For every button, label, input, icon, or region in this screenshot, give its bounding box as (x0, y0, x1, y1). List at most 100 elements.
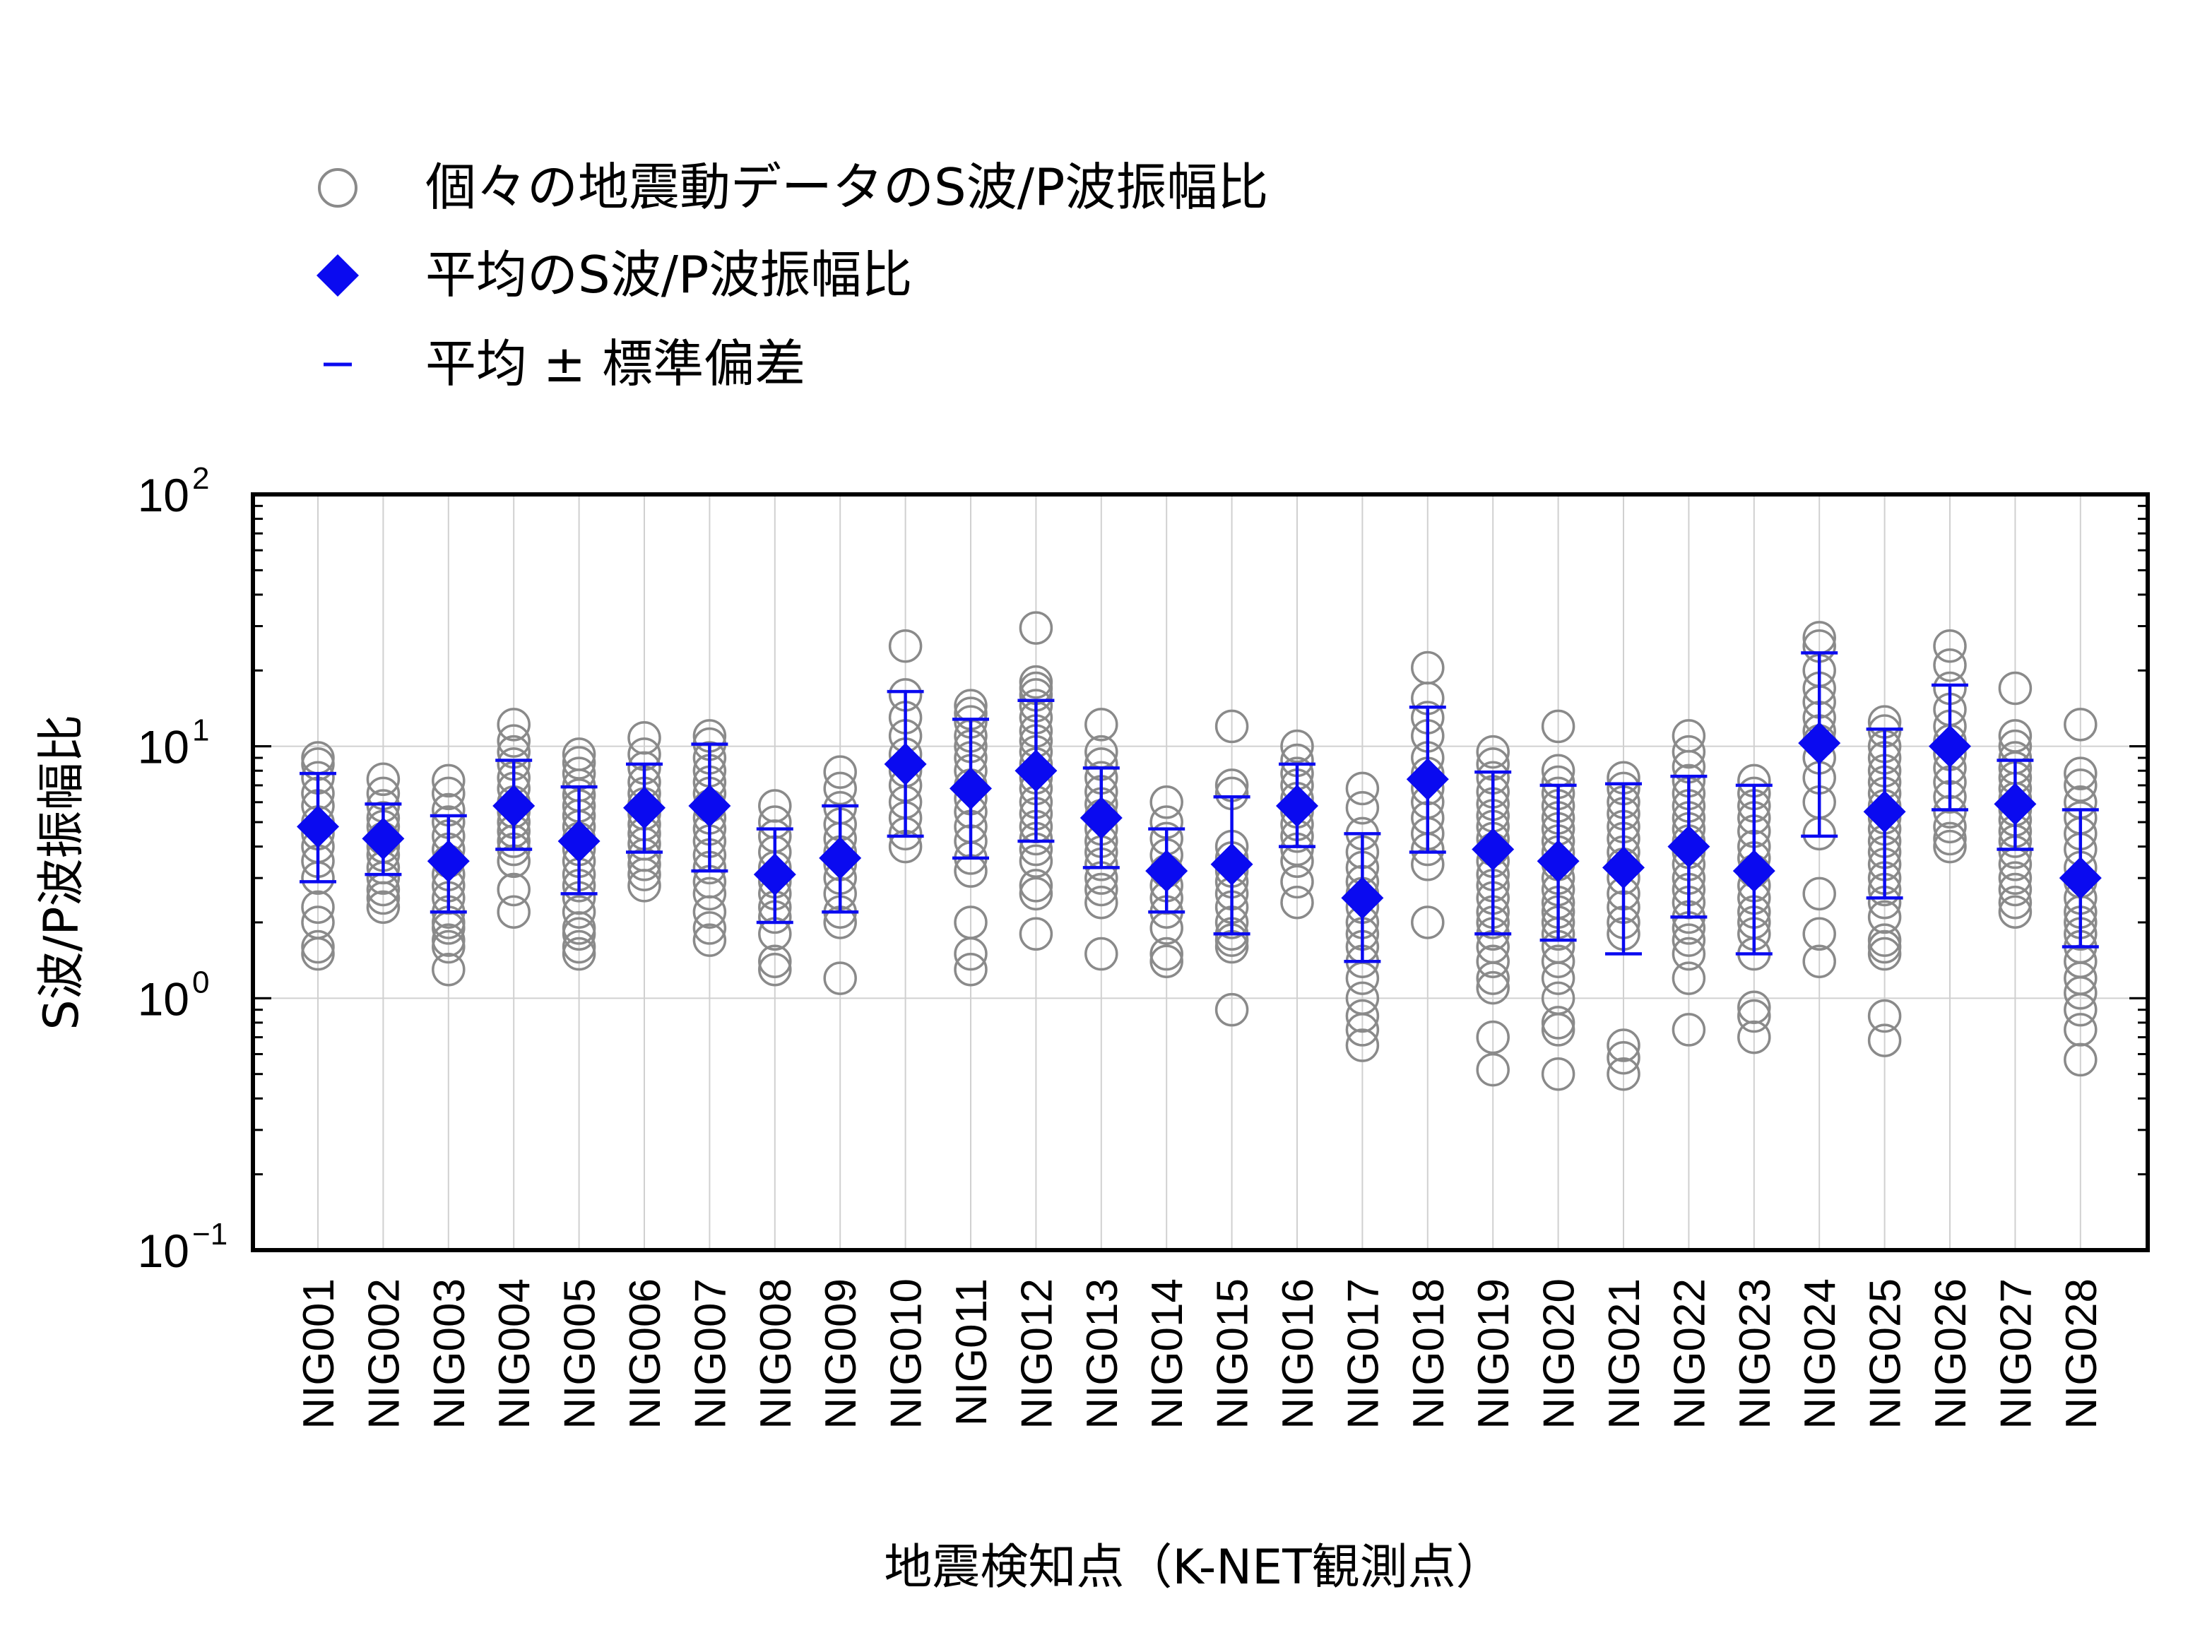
data-point (301, 937, 335, 971)
data-point (888, 629, 923, 663)
data-point (1345, 771, 1380, 806)
x-tick-label: NIG012 (1012, 1278, 1061, 1430)
data-point (954, 952, 988, 987)
mean-marker (557, 820, 601, 863)
data-point (823, 771, 857, 806)
grid (253, 494, 2148, 1250)
legend-label-individual: 個々の地震動データのS波/P波振幅比 (425, 158, 1268, 217)
x-tick-label: NIG002 (360, 1278, 408, 1430)
y-axis-ticks (253, 493, 2148, 1252)
data-point (758, 952, 792, 987)
y-tick-label-exponent: −1 (192, 1217, 227, 1252)
data-point (562, 929, 596, 964)
x-tick-label: NIG001 (295, 1278, 343, 1430)
data-point (1672, 735, 1706, 769)
data-point (2064, 1042, 2098, 1077)
mean-marker (1080, 796, 1123, 839)
x-axis-title: 地震検知点（K-NET観測点） (884, 1540, 1503, 1595)
data-point (366, 881, 401, 915)
data-point (2064, 992, 2098, 1027)
data-point (1149, 944, 1183, 978)
legend-label-stddev: 平均 ± 標準偏差 (425, 334, 805, 393)
data-point (1933, 648, 1967, 682)
mean-marker (1863, 790, 1906, 833)
data-point (1214, 992, 1249, 1027)
mean-marker (362, 817, 405, 860)
x-tick-label: NIG014 (1143, 1278, 1192, 1430)
y-tick-label: 10 (138, 721, 189, 773)
data-point (1345, 1013, 1380, 1047)
x-tick-label: NIG018 (1404, 1278, 1453, 1430)
x-tick-label: NIG023 (1731, 1278, 1780, 1430)
data-point (2064, 976, 2098, 1010)
data-point (2064, 756, 2098, 790)
x-tick-label: NIG025 (1862, 1278, 1910, 1430)
data-point (301, 890, 335, 925)
data-point (1867, 1023, 1902, 1057)
mean-marker (1472, 828, 1515, 871)
data-point (1019, 611, 1053, 645)
data-point (1737, 1020, 1771, 1054)
data-point (1607, 1028, 1640, 1062)
x-tick-label: NIG015 (1209, 1278, 1258, 1430)
data-point (366, 890, 401, 925)
mean-marker (297, 805, 339, 848)
data-point (1019, 876, 1053, 911)
data-point (1149, 937, 1183, 971)
data-point (1998, 872, 2033, 907)
data-point (1867, 900, 1902, 934)
mean-marker (1015, 749, 1058, 792)
data-point (1541, 1013, 1575, 1047)
x-tick-label: NIG008 (752, 1278, 800, 1430)
y-tick-label: 10 (138, 469, 189, 521)
data-point (1802, 944, 1836, 978)
mean-marker (623, 786, 666, 829)
data-point (1149, 785, 1183, 819)
x-tick-label: NIG006 (621, 1278, 670, 1430)
data-point (954, 937, 988, 971)
x-tick-label: NIG011 (947, 1278, 996, 1426)
x-tick-label: NIG019 (1469, 1278, 1518, 1430)
data-point (432, 776, 466, 811)
data-point (1476, 970, 1510, 1005)
mean-marker (884, 742, 927, 785)
data-point (1084, 872, 1118, 907)
data-point (1476, 1020, 1510, 1054)
mean-marker (950, 767, 992, 810)
data-point (562, 917, 596, 951)
data-point (1541, 961, 1575, 995)
legend-diamond-icon (317, 254, 359, 297)
mean-marker (1210, 843, 1253, 886)
x-tick-label: NIG003 (425, 1278, 474, 1430)
mean-marker (1406, 758, 1449, 801)
data-point (1607, 1040, 1640, 1075)
data-point (562, 895, 596, 929)
data-point (1672, 937, 1706, 971)
data-point (1280, 864, 1314, 899)
data-point (1607, 1057, 1640, 1091)
x-tick-label: NIG010 (882, 1278, 931, 1430)
y-tick-label: 10 (138, 1225, 189, 1277)
x-tick-label: NIG026 (1927, 1278, 1975, 1430)
x-tick-label: NIG024 (1796, 1278, 1845, 1430)
data-point (1998, 671, 2033, 706)
data-point (1019, 869, 1053, 903)
data-point (432, 952, 466, 987)
x-tick-label: NIG004 (490, 1278, 539, 1430)
data-point (1867, 923, 1902, 957)
x-tick-label: NIG017 (1339, 1278, 1388, 1430)
data-point (1737, 999, 1771, 1033)
x-tick-label: NIG009 (817, 1278, 865, 1430)
data-point (1345, 790, 1380, 825)
data-point (1411, 905, 1445, 939)
data-point (497, 895, 531, 929)
data-point (1476, 944, 1510, 978)
data-point (692, 911, 727, 945)
data-point (1019, 844, 1053, 879)
data-point (823, 755, 857, 789)
data-point (758, 944, 792, 978)
y-tick-label-exponent: 0 (192, 965, 209, 999)
data-point (1280, 885, 1314, 920)
data-point (562, 937, 596, 971)
